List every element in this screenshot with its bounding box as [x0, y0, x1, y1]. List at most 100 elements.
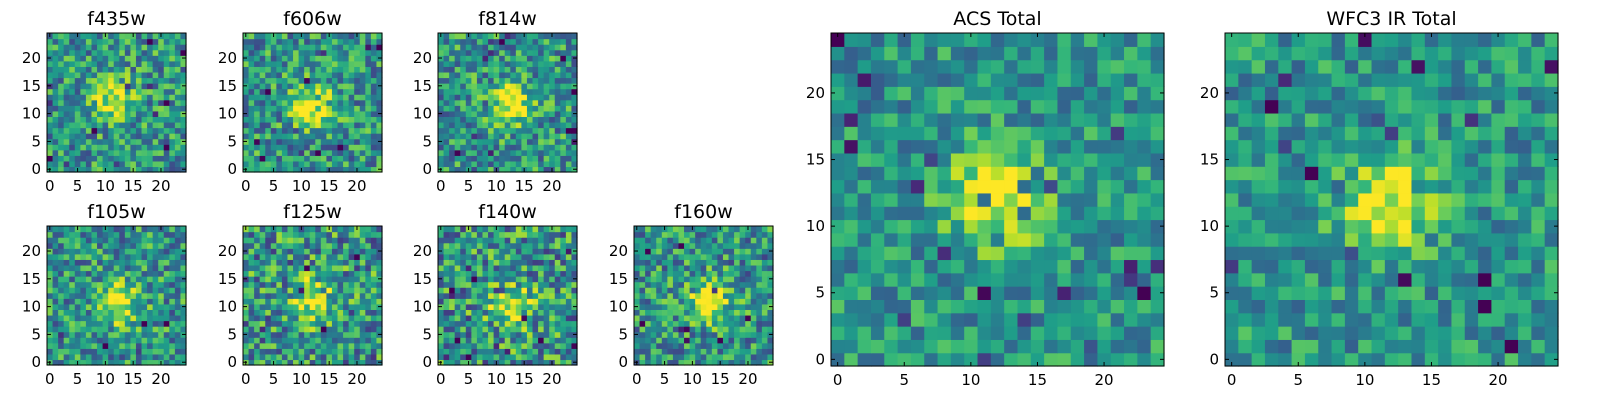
- heatmap-cell: [667, 331, 674, 338]
- heatmap-cell: [326, 281, 333, 288]
- heatmap-cell: [706, 298, 713, 305]
- heatmap-cell: [515, 359, 522, 366]
- heatmap-cell: [265, 144, 272, 151]
- heatmap-cell: [326, 116, 333, 123]
- heatmap-cell: [565, 116, 573, 123]
- heatmap-cell: [326, 309, 333, 316]
- heatmap-cell: [488, 348, 495, 355]
- heatmap-cell: [515, 353, 522, 361]
- heatmap-cell: [521, 83, 528, 90]
- heatmap-cell: [1150, 352, 1165, 367]
- heatmap-cell: [717, 237, 724, 244]
- heatmap-cell: [449, 287, 456, 294]
- heatmap-cell: [180, 309, 187, 316]
- heatmap-cell: [977, 179, 992, 194]
- heatmap-cell: [471, 242, 478, 249]
- heatmap-cell: [47, 281, 54, 288]
- heatmap-cell: [510, 55, 517, 62]
- heatmap-cell: [488, 226, 495, 233]
- heatmap-cell: [281, 342, 289, 349]
- heatmap-cell: [354, 121, 361, 129]
- heatmap-cell: [560, 116, 567, 123]
- heatmap-cell: [58, 166, 65, 173]
- heatmap-cell: [141, 160, 148, 168]
- heatmap-cell: [482, 276, 489, 283]
- heatmap-cell: [538, 237, 545, 244]
- heatmap-cell: [460, 231, 467, 238]
- heatmap-cell: [147, 33, 154, 40]
- heatmap-cell: [365, 116, 372, 123]
- heatmap-cell: [315, 71, 322, 79]
- heatmap-cell: [102, 253, 109, 260]
- heatmap-cell: [298, 242, 305, 249]
- heatmap-cell: [711, 314, 718, 322]
- heatmap-cell: [964, 179, 979, 194]
- heatmap-cell: [315, 94, 322, 101]
- heatmap-cell: [667, 259, 674, 266]
- heatmap-cell: [174, 83, 182, 90]
- heatmap-cell: [359, 33, 366, 40]
- heatmap-cell: [844, 246, 859, 261]
- heatmap-cell: [276, 342, 283, 349]
- heatmap-cell: [560, 71, 567, 79]
- heatmap-cell: [52, 320, 59, 327]
- heatmap-cell: [124, 237, 131, 244]
- heatmap-cell: [750, 353, 757, 361]
- heatmap-cell: [521, 71, 528, 79]
- heatmap-cell: [532, 237, 539, 244]
- heatmap-cell: [281, 359, 289, 366]
- heatmap-cell: [844, 299, 859, 314]
- heatmap-cell: [504, 149, 511, 156]
- heatmap-cell: [543, 121, 550, 129]
- heatmap-cell: [650, 348, 657, 355]
- heatmap-cell: [504, 320, 511, 327]
- heatmap-cell: [315, 309, 322, 316]
- heatmap-cell: [549, 320, 556, 327]
- heatmap-cell: [248, 44, 255, 51]
- heatmap-cell: [130, 237, 137, 244]
- heatmap-cell: [543, 99, 550, 106]
- heatmap-cell: [315, 127, 322, 134]
- heatmap-cell: [739, 276, 746, 283]
- heatmap-cell: [543, 116, 550, 123]
- heatmap-cell: [348, 44, 355, 51]
- heatmap-cell: [326, 231, 333, 238]
- heatmap-cell: [270, 110, 277, 117]
- heatmap-cell: [304, 155, 311, 162]
- heatmap-cell: [265, 231, 272, 238]
- heatmap-cell: [119, 94, 126, 101]
- heatmap-cell: [515, 71, 522, 79]
- heatmap-cell: [667, 248, 674, 255]
- heatmap-cell: [309, 309, 316, 316]
- heatmap-cell: [158, 155, 165, 162]
- heatmap-cell: [493, 44, 500, 51]
- heatmap-cell: [526, 226, 534, 233]
- heatmap-cell: [69, 105, 76, 112]
- heatmap-cell: [119, 331, 126, 338]
- heatmap-cell: [543, 248, 550, 255]
- heatmap-cell: [700, 276, 707, 283]
- heatmap-cell: [717, 298, 724, 305]
- heatmap-cell: [857, 312, 872, 327]
- heatmap-cell: [52, 298, 59, 305]
- heatmap-cell: [1044, 299, 1059, 314]
- heatmap-cell: [510, 337, 517, 344]
- heatmap-cell: [750, 276, 757, 283]
- heatmap-cell: [728, 320, 735, 327]
- heatmap-cell: [950, 179, 965, 194]
- heatmap-cell: [488, 105, 495, 112]
- heatmap-cell: [538, 110, 545, 117]
- heatmap-cell: [504, 88, 511, 95]
- heatmap-cell: [465, 149, 472, 156]
- heatmap-cell: [678, 337, 685, 344]
- heatmap-cell: [438, 253, 445, 260]
- heatmap-cell: [354, 259, 361, 266]
- heatmap-cell: [1150, 192, 1165, 207]
- heatmap-cell: [639, 353, 646, 361]
- heatmap-cell: [1070, 179, 1085, 194]
- heatmap-cell: [63, 242, 70, 249]
- heatmap-cell: [331, 337, 339, 344]
- heatmap-cell: [510, 353, 517, 361]
- heatmap-cell: [734, 248, 741, 255]
- heatmap-cell: [449, 116, 456, 123]
